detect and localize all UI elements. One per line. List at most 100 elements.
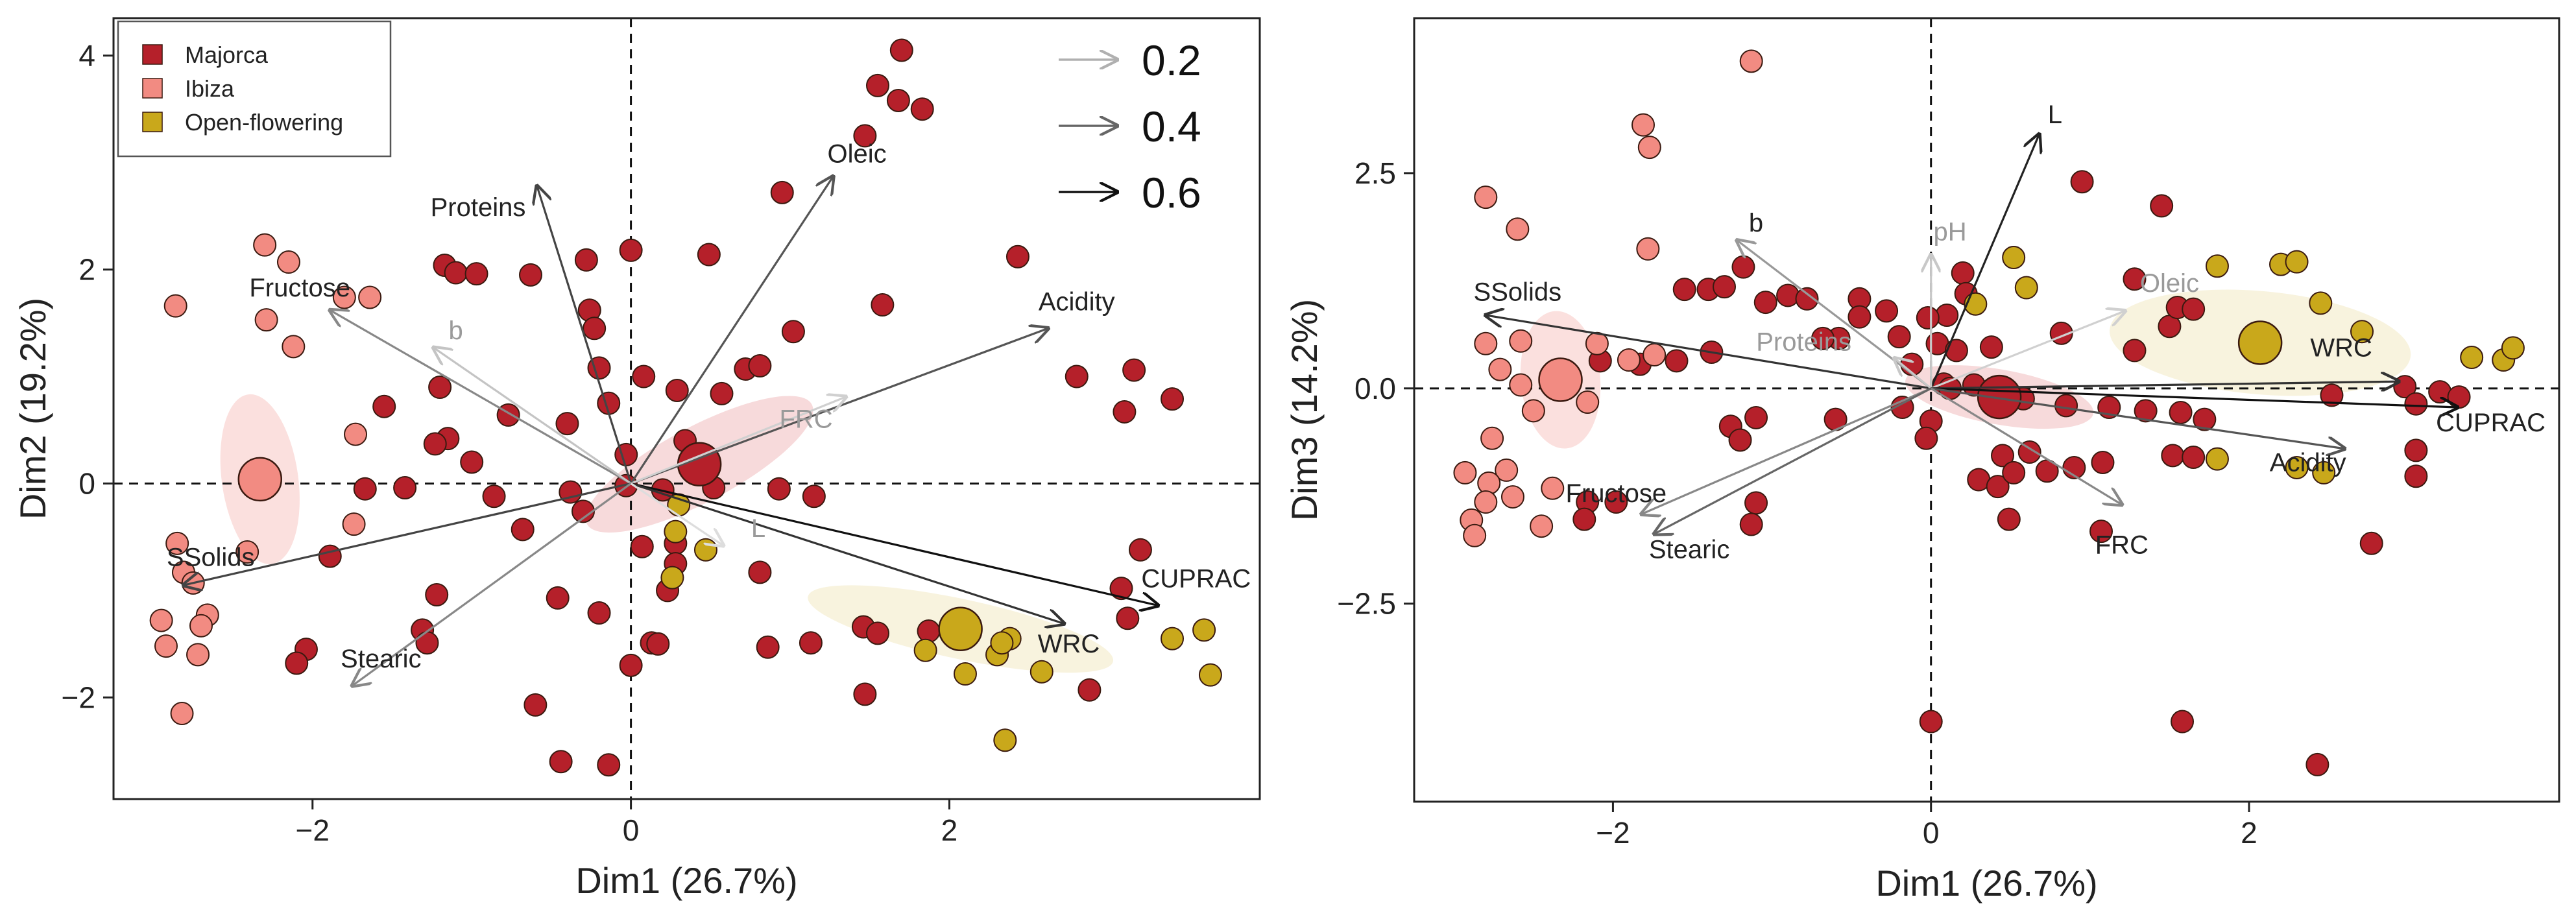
data-point <box>1109 577 1133 601</box>
data-point <box>1005 245 1029 269</box>
data-point <box>186 643 210 667</box>
data-point <box>2193 407 2217 431</box>
vector-arrow <box>631 482 1158 605</box>
data-point <box>2002 246 2026 270</box>
legend-swatch-majorca <box>142 44 163 65</box>
data-point <box>664 520 688 544</box>
data-point <box>710 381 734 405</box>
data-point <box>425 582 449 606</box>
data-point <box>2054 394 2078 418</box>
data-point <box>2123 267 2147 291</box>
data-point <box>1617 348 1641 372</box>
data-point <box>756 635 780 659</box>
data-point <box>619 238 643 262</box>
data-point <box>770 180 794 204</box>
data-point <box>1128 538 1152 562</box>
data-point <box>1979 335 2003 359</box>
data-point <box>1890 396 1914 420</box>
data-point <box>1198 663 1222 687</box>
y-tick-label: 4 <box>78 39 95 73</box>
vector-label: Oleic <box>2140 269 2199 298</box>
data-point <box>2404 438 2428 462</box>
data-point <box>482 484 506 508</box>
vector-l: L <box>630 483 765 545</box>
legend: Majorca Ibiza Open-flowering <box>117 20 392 158</box>
data-point <box>282 335 306 359</box>
data-point <box>353 477 377 501</box>
vector-label: Oleic <box>828 140 887 169</box>
data-point <box>511 518 535 542</box>
x-tick-label: −2 <box>1596 816 1630 850</box>
data-point <box>871 293 895 317</box>
vector-proteins: Proteins <box>431 186 632 484</box>
data-point <box>2320 383 2344 407</box>
x-tick-label: −2 <box>296 813 330 847</box>
data-point <box>2285 455 2309 479</box>
vector-cuprac: CUPRAC <box>631 482 1251 605</box>
data-point <box>358 285 382 309</box>
data-point <box>344 422 368 446</box>
vector-label: FRC <box>2095 531 2149 560</box>
data-point <box>2205 447 2229 471</box>
vector-arrow <box>630 483 723 545</box>
data-point <box>2150 194 2174 218</box>
data-point <box>1453 460 1477 484</box>
data-point <box>1541 476 1565 500</box>
y-axis-label: Dim2 (19.2%) <box>12 298 53 520</box>
y-tick-label: 2 <box>78 253 95 287</box>
data-point <box>1739 49 1763 73</box>
data-point <box>1665 349 1689 373</box>
vector-arrow <box>330 310 632 484</box>
y-tick-label: 0 <box>78 466 95 500</box>
data-point <box>2205 254 2229 278</box>
data-point <box>318 544 342 568</box>
vector-arrow <box>433 348 632 484</box>
vector-arrow <box>631 328 1048 484</box>
data-point <box>2350 320 2374 344</box>
data-point <box>886 88 910 112</box>
data-point <box>1480 426 1504 450</box>
data-point <box>660 566 684 590</box>
data-point <box>2169 400 2193 424</box>
data-point <box>372 394 396 418</box>
data-point <box>1848 305 1872 329</box>
data-point <box>2171 710 2195 734</box>
vector-label: Fructose <box>1566 479 1667 508</box>
data-point <box>2182 446 2206 470</box>
vector-frc: FRC <box>1930 387 2149 560</box>
data-point <box>170 702 194 726</box>
vector-arrow <box>630 176 834 484</box>
data-point <box>555 412 579 436</box>
vector-arrow <box>631 397 846 484</box>
data-point <box>2447 385 2471 409</box>
vector-label: b <box>1749 209 1763 237</box>
data-point <box>189 614 213 638</box>
data-point <box>2285 250 2309 274</box>
data-point <box>1986 475 2010 499</box>
vector-arrow <box>1931 381 2399 389</box>
data-point <box>953 662 977 686</box>
vector-label: WRC <box>1038 630 1100 658</box>
vector-arrow <box>1931 311 2125 390</box>
data-point <box>1192 618 1216 642</box>
data-point <box>619 653 643 677</box>
legend-swatch-ibiza <box>142 78 163 99</box>
vector-label: Acidity <box>1039 287 1115 316</box>
y-axis-label: Dim3 (14.2%) <box>1284 299 1325 521</box>
data-point <box>2460 346 2484 370</box>
data-point <box>587 601 611 625</box>
data-point <box>460 450 484 474</box>
plot-frame <box>1413 17 2560 803</box>
vector-label: SSolids <box>1474 278 1562 306</box>
data-point <box>1811 326 1835 350</box>
legend-label-ibiza: Ibiza <box>185 75 235 102</box>
data-point <box>1116 606 1140 630</box>
vector-label: Stearic <box>341 645 422 673</box>
data-point <box>1744 405 1768 429</box>
vector-frc: FRC <box>631 397 846 484</box>
series-open-flowering <box>1964 246 2525 484</box>
data-point <box>1914 426 1938 450</box>
data-point <box>2091 450 2115 474</box>
data-point <box>1509 373 1533 397</box>
vector-arrow <box>352 483 632 686</box>
